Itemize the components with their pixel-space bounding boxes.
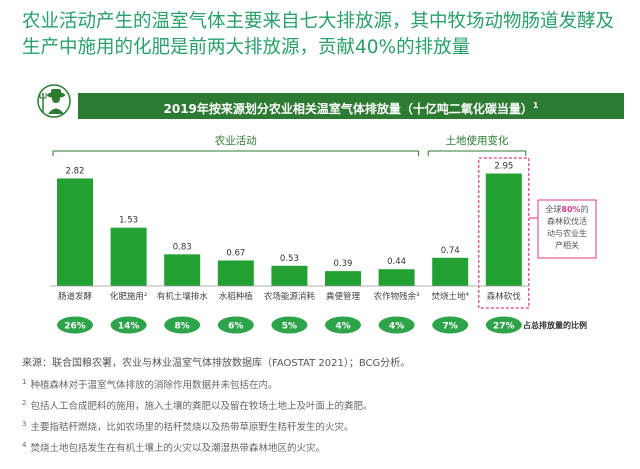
footnotes: 1 种植森林对于温室气体排放的消除作用数据并未包括在内。 2 包括人工合成肥料的施用，… [22, 376, 622, 456]
callout-text-line: 全球80%的 [545, 204, 588, 214]
bar-value-label: 0.39 [334, 259, 353, 269]
footnote-number: 3 [22, 420, 27, 429]
bar [325, 271, 361, 286]
share-label: 5% [282, 322, 297, 332]
footnote-number: 2 [22, 399, 27, 408]
footnote-text: 包括人工合成肥料的施用，施入土壤的粪肥以及留在牧场土地上及叶面上的粪肥。 [30, 401, 373, 413]
sources-section: 来源：联合国粮农署，农业与林业温室气体排放数据库（FAOSTAT 2021）；B… [22, 357, 622, 461]
share-pill [325, 316, 361, 334]
farmer-icon [34, 84, 74, 122]
bar [432, 257, 469, 286]
chart-title: 2019年按来源划分农业相关温室气体排放量（十亿吨二氧化碳当量） [163, 102, 533, 116]
bar-value-label: 1.53 [119, 216, 138, 226]
bar [271, 265, 308, 286]
category-label: 森林砍伐 [487, 291, 522, 302]
footnote-text: 焚烧土地包括发生在有机土壤上的火灾以及潮湿热带森林地区的火灾。 [30, 443, 325, 455]
footnote-number: 1 [22, 378, 27, 386]
bar [485, 173, 522, 286]
share-pill [110, 316, 147, 334]
headline: 农业活动产生的温室气体主要来自七大排放源，其中牧场动物肠道发酵及生产中施用的化肥… [22, 11, 615, 58]
footnote-text: 种植森林对于温室气体排放的消除作用数据并未包括在内。 [30, 380, 278, 392]
callout-text-line: 森林砍伐活 [547, 216, 587, 226]
callout-box [537, 199, 597, 259]
bar [164, 254, 201, 286]
callout-text: 的 [581, 204, 589, 214]
chart-title-footnote-mark: 1 [532, 101, 539, 110]
footnote: 1 种植森林对于温室气体排放的消除作用数据并未包括在内。 [22, 376, 622, 392]
bar-value-label: 2.95 [494, 162, 513, 172]
share-label: 27% [493, 322, 515, 332]
bar-value-label: 0.67 [226, 248, 245, 258]
footnote-text: 主要指秸秆燃烧，比如农场里的秸秆焚烧以及热带草原野生秸秆发生的火灾。 [30, 422, 354, 434]
share-label: 4% [389, 322, 404, 332]
share-label: 8% [175, 322, 190, 332]
bar-value-label: 0.74 [441, 246, 460, 256]
footnote: 4 焚烧土地包括发生在有机土壤上的火灾以及潮湿热带森林地区的火灾。 [22, 439, 622, 455]
bar [217, 260, 254, 286]
footnote: 3 主要指秸秆燃烧，比如农场里的秸秆焚烧以及热带草原野生秸秆发生的火灾。 [22, 418, 622, 434]
callout-text: 全球 [545, 204, 561, 214]
category-label: 农作物残余³ [374, 291, 420, 302]
footnote-number: 4 [22, 441, 27, 450]
share-pill [485, 316, 522, 334]
share-label: 4% [335, 322, 350, 332]
share-label: 14% [118, 322, 140, 332]
category-label: 农场能源消耗 [264, 291, 316, 302]
source-line: 来源：联合国粮农署，农业与林业温室气体排放数据库（FAOSTAT 2021）；B… [22, 358, 411, 369]
callout-text-line: 产相关 [555, 240, 579, 250]
highlight-box [478, 157, 530, 309]
callout-text-line: 动与农业生 [547, 228, 587, 238]
category-label: 肠道发酵 [58, 291, 93, 302]
group-label: 土地使用变化 [446, 134, 509, 147]
category-label: 焚烧土地⁴ [431, 291, 469, 302]
share-caption: 占总排放量的比例 [523, 320, 587, 330]
bar-value-label: 0.44 [387, 257, 406, 267]
bar-value-label: 0.83 [173, 242, 192, 252]
bar-value-label: 0.53 [280, 254, 299, 264]
bar [110, 227, 147, 286]
callout-highlight: 80% [561, 205, 580, 214]
share-pill [164, 316, 201, 334]
share-pill [271, 316, 308, 334]
share-label: 6% [228, 322, 243, 332]
bar-value-label: 2.82 [66, 166, 85, 176]
share-pill [432, 316, 469, 334]
share-label: 7% [443, 322, 458, 332]
share-pill [378, 316, 415, 334]
share-label: 26% [64, 322, 86, 332]
bar [57, 178, 93, 286]
category-label: 粪便管理 [326, 291, 361, 302]
category-label: 化肥施用² [110, 291, 147, 302]
footnote: 2 包括人工合成肥料的施用，施入土壤的粪肥以及留在牧场土地上及叶面上的粪肥。 [22, 397, 622, 413]
category-label: 有机土壤排水 [157, 291, 209, 302]
share-pill [217, 316, 254, 334]
bar [378, 269, 415, 286]
bar-chart: 农业活动 土地使用变化 2.82 肠道发酵 1.53 化肥施用² 0.83 有机土壤排水 0.6… [50, 134, 597, 334]
group-label: 农业活动 [215, 134, 257, 147]
chart-title-banner: 2019年按来源划分农业相关温室气体排放量（十亿吨二氧化碳当量）1 [78, 93, 624, 119]
share-pill [57, 316, 93, 334]
category-label: 水稻种植 [219, 291, 254, 302]
